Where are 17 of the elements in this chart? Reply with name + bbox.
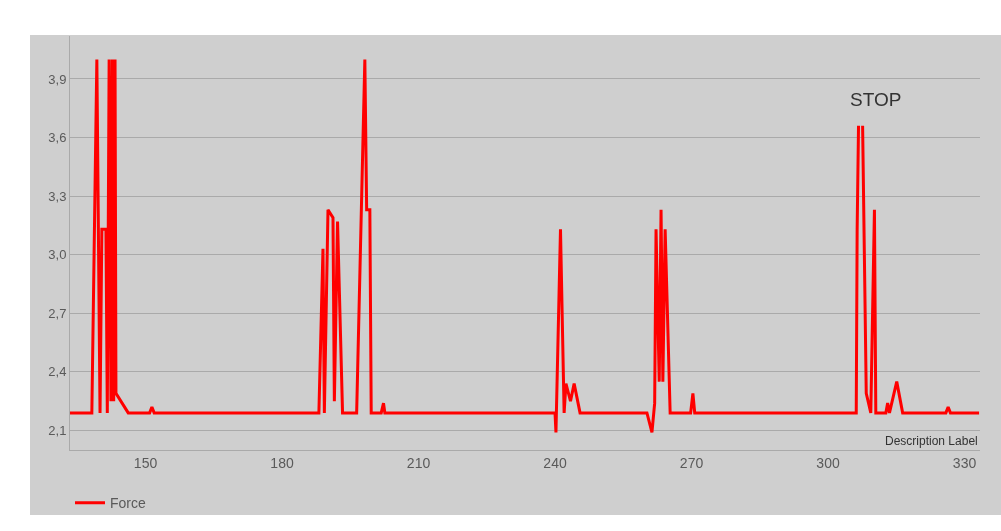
- x-tick-label: 180: [270, 454, 294, 471]
- y-tick-label: 2,7: [48, 305, 67, 321]
- x-tick-label: 330: [952, 454, 977, 471]
- annotation: Description Label: [885, 434, 978, 448]
- x-tick-label: 210: [406, 454, 431, 471]
- y-tick-label: 3,6: [48, 130, 67, 146]
- x-tick-label: 270: [679, 454, 704, 471]
- y-tick-label: 3,3: [48, 188, 67, 204]
- y-tick-label: 2,4: [48, 364, 67, 380]
- x-tick-label: 150: [133, 454, 158, 471]
- x-tick-label: 300: [816, 454, 840, 471]
- y-tick-label: 3,9: [48, 71, 67, 87]
- legend-label: Force: [110, 495, 146, 512]
- annotation: STOP: [850, 89, 902, 110]
- y-tick-label: 2,1: [48, 423, 67, 439]
- x-tick-label: 240: [543, 454, 567, 471]
- y-tick-label: 3,0: [48, 247, 67, 263]
